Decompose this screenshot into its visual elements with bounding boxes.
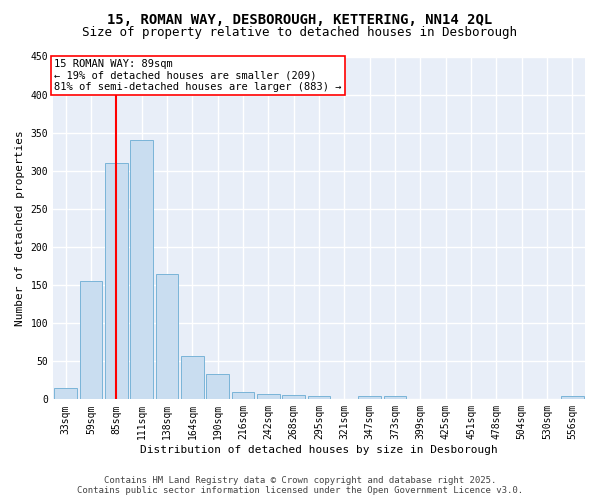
Text: Contains HM Land Registry data © Crown copyright and database right 2025.
Contai: Contains HM Land Registry data © Crown c…: [77, 476, 523, 495]
Bar: [308, 396, 331, 400]
Text: Size of property relative to detached houses in Desborough: Size of property relative to detached ho…: [83, 26, 517, 39]
Y-axis label: Number of detached properties: Number of detached properties: [15, 130, 25, 326]
Bar: [130, 140, 153, 400]
Bar: [80, 281, 103, 400]
Bar: [282, 395, 305, 400]
Text: 15 ROMAN WAY: 89sqm
← 19% of detached houses are smaller (209)
81% of semi-detac: 15 ROMAN WAY: 89sqm ← 19% of detached ho…: [55, 59, 342, 92]
Bar: [561, 396, 584, 400]
Bar: [55, 388, 77, 400]
Bar: [181, 356, 204, 400]
Bar: [358, 396, 381, 400]
Bar: [155, 274, 178, 400]
Bar: [232, 392, 254, 400]
Bar: [206, 374, 229, 400]
Bar: [257, 394, 280, 400]
Bar: [383, 396, 406, 400]
Bar: [105, 163, 128, 400]
Text: 15, ROMAN WAY, DESBOROUGH, KETTERING, NN14 2QL: 15, ROMAN WAY, DESBOROUGH, KETTERING, NN…: [107, 12, 493, 26]
X-axis label: Distribution of detached houses by size in Desborough: Distribution of detached houses by size …: [140, 445, 498, 455]
